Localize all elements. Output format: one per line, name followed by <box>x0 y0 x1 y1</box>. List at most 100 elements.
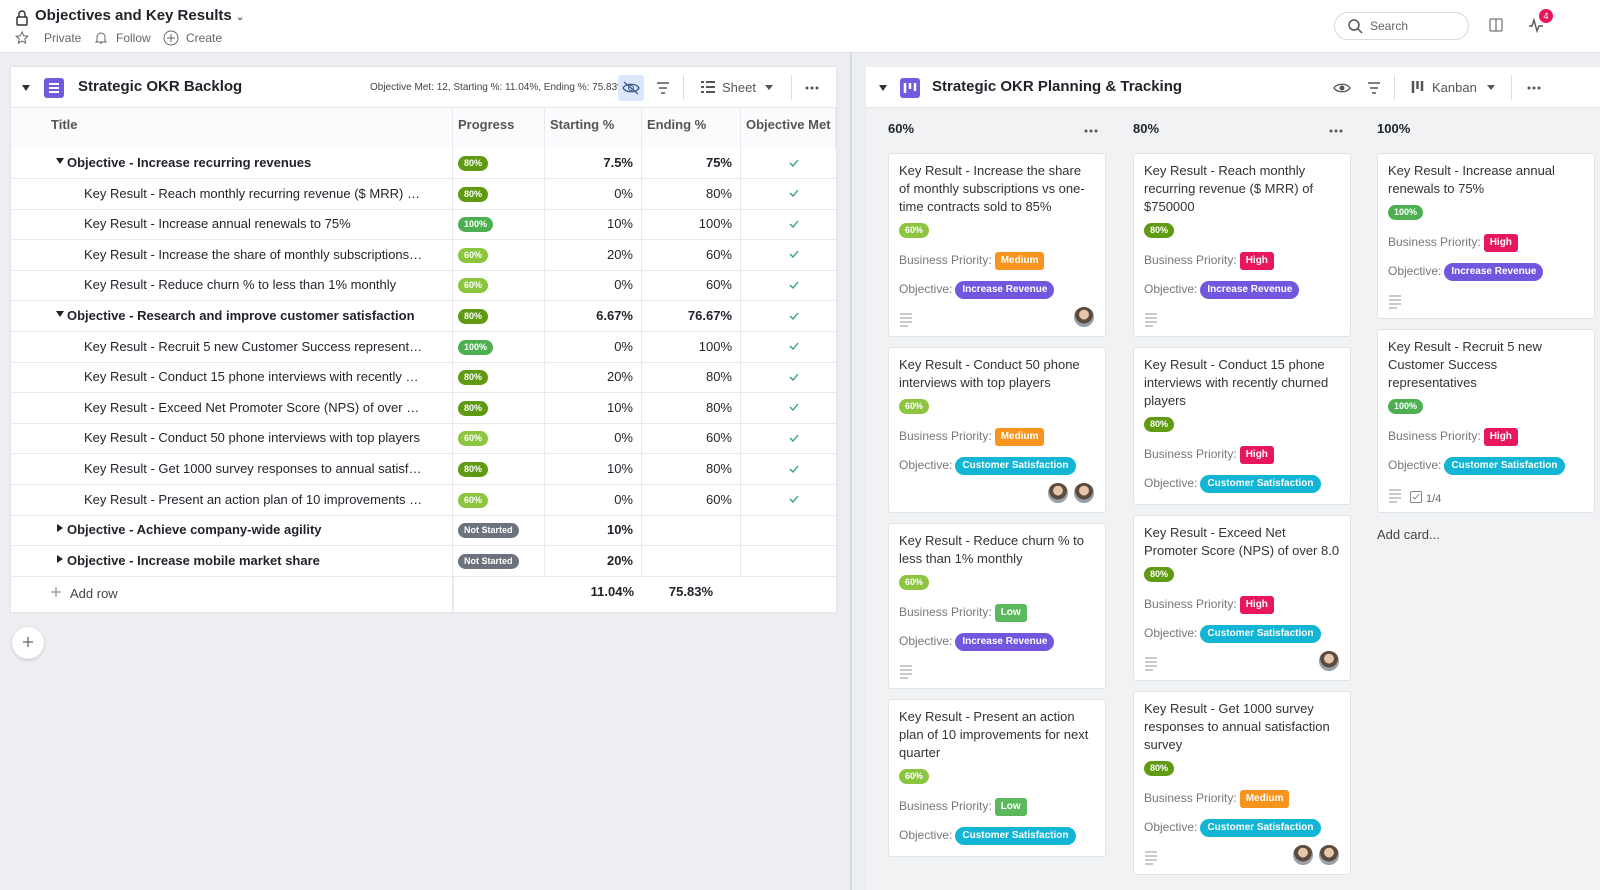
objective-label: Objective: <box>1144 476 1198 490</box>
objective-row: Objective - Increase mobile market share… <box>11 545 836 577</box>
priority-field: Business Priority: High <box>1388 422 1584 451</box>
title-cell: Key Result - Reduce churn % to less than… <box>11 270 453 301</box>
progress-total-cell <box>453 576 545 612</box>
met-cell <box>741 393 836 423</box>
start-cell: 20% <box>545 239 642 270</box>
title-cell: Objective - Increase mobile market share <box>11 545 453 576</box>
panel-icon[interactable] <box>1489 18 1503 32</box>
totals-border <box>453 576 454 613</box>
card[interactable]: Key Result - Conduct 50 phone interviews… <box>888 347 1106 513</box>
objective-field: Objective: Customer Satisfaction <box>1144 469 1340 498</box>
collapse-icon[interactable] <box>878 84 888 92</box>
follow[interactable]: Follow <box>116 31 151 45</box>
hide-button[interactable] <box>618 75 644 101</box>
end-value: 80% <box>705 185 732 201</box>
card[interactable]: Key Result - Increase the share of month… <box>888 153 1106 337</box>
filter-icon[interactable] <box>656 82 670 94</box>
start-cell: 10% <box>545 392 642 423</box>
check-icon <box>789 271 799 300</box>
more-icon[interactable] <box>1527 86 1541 90</box>
progress-badge: 80% <box>458 400 489 416</box>
row-title: Key Result - Increase annual renewals to… <box>84 216 351 232</box>
search-placeholder: Search <box>1370 19 1409 33</box>
notes-icon-svg <box>1145 851 1157 865</box>
add-row[interactable]: Add row <box>11 576 453 613</box>
progress-cell: 80% <box>453 301 545 331</box>
avatar <box>1292 844 1314 866</box>
notes-icon-svg <box>1145 313 1157 327</box>
expand-toggle <box>55 148 67 177</box>
priority-label: Business Priority: <box>1144 791 1237 805</box>
objective-tag: Customer Satisfaction <box>1200 818 1321 837</box>
priority-tag: High <box>1483 233 1518 252</box>
star-icon[interactable] <box>15 31 29 45</box>
create[interactable]: Create <box>186 31 223 45</box>
objective-label: Objective: <box>899 828 953 842</box>
progress-badge: 60% <box>899 223 930 239</box>
card-title: Key Result - Conduct 50 phone interviews… <box>899 357 1080 390</box>
private[interactable]: Private <box>44 31 82 45</box>
objective-tag: Increase Revenue <box>1200 280 1300 299</box>
notes-icon <box>1144 656 1158 677</box>
expand-toggle <box>55 546 67 575</box>
card[interactable]: Key Result - Present an action plan of 1… <box>888 699 1106 857</box>
progress-badge: 60% <box>899 399 930 415</box>
add-view-button[interactable] <box>12 627 44 659</box>
check-icon-svg <box>789 159 798 167</box>
card[interactable]: Key Result - Increase annual renewals to… <box>1377 153 1595 319</box>
priority-tag: Low <box>994 797 1027 816</box>
collapse-icon[interactable] <box>21 84 31 92</box>
search-box[interactable]: Search <box>1334 12 1469 40</box>
view-switch[interactable]: Sheet <box>722 80 756 95</box>
column-header-row: Title Progress Starting % Ending % Objective… <box>11 108 836 148</box>
end-cell: 60% <box>642 239 741 270</box>
doc-title[interactable]: Objectives and Key Results ⌄ <box>35 7 244 24</box>
activity-icon[interactable] <box>1528 17 1544 33</box>
eye-icon[interactable] <box>1333 81 1351 95</box>
card-footer <box>1144 304 1340 330</box>
view-switch[interactable]: Kanban <box>1432 80 1477 95</box>
card[interactable]: Key Result - Recruit 5 new Customer Succ… <box>1377 329 1595 513</box>
sheet-view-icon <box>701 81 715 93</box>
more-icon[interactable] <box>805 86 819 90</box>
objective-row: Objective - Increase recurring revenues 8… <box>11 148 836 179</box>
met-cell <box>741 546 836 576</box>
add-card[interactable]: Add card... <box>1377 527 1440 542</box>
card-progress: 100% <box>1388 198 1584 228</box>
card-footer <box>1144 842 1340 868</box>
check-icon <box>789 455 799 484</box>
priority-field: Business Priority: Medium <box>899 246 1095 275</box>
card[interactable]: Key Result - Exceed Net Promoter Score (… <box>1133 515 1351 681</box>
title-cell: Objective - Increase recurring revenues <box>11 148 453 178</box>
check-icon <box>789 240 799 269</box>
divider <box>1511 75 1512 100</box>
met-cell <box>741 362 836 392</box>
start-cell: 20% <box>545 362 642 393</box>
end-value: 100% <box>698 216 732 232</box>
card[interactable]: Key Result - Reach monthly recurring rev… <box>1133 153 1351 337</box>
end-cell: 80% <box>642 362 741 393</box>
check-icon-svg <box>789 465 798 473</box>
check-icon-svg <box>789 281 798 289</box>
end-value: 60% <box>705 430 732 446</box>
filter-icon[interactable] <box>1367 82 1381 94</box>
progress-badge: 60% <box>899 769 930 785</box>
sheet-icon <box>44 78 64 98</box>
card-list: Key Result - Increase the share of month… <box>888 153 1106 867</box>
priority-tag: Medium <box>1239 789 1290 808</box>
priority-tag: High <box>1239 595 1274 614</box>
met-cell <box>741 332 836 362</box>
end-cell: 60% <box>642 423 741 454</box>
top-bar: Objectives and Key Results ⌄ Private Fol… <box>0 0 1600 53</box>
start-cell: 0% <box>545 484 642 515</box>
key-result-row: Key Result - Reach monthly recurring rev… <box>11 178 836 210</box>
card[interactable]: Key Result - Reduce churn % to less than… <box>888 523 1106 689</box>
avatar <box>1073 482 1095 504</box>
card[interactable]: Key Result - Conduct 15 phone interviews… <box>1133 347 1351 505</box>
column-title: 80% <box>1133 121 1160 136</box>
column-header: Objective Met <box>741 108 836 148</box>
card[interactable]: Key Result - Get 1000 survey responses t… <box>1133 691 1351 875</box>
card-progress: 100% <box>1388 392 1584 422</box>
title-cell: Key Result - Recruit 5 new Customer Succ… <box>11 331 453 362</box>
